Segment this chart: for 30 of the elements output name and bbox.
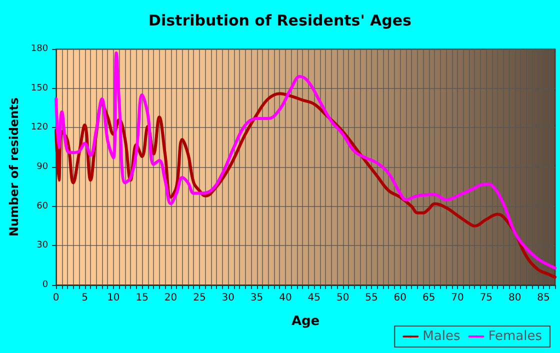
y-tick-label: 90 bbox=[36, 162, 48, 172]
y-tick-label: 120 bbox=[30, 122, 48, 133]
x-tick-label: 55 bbox=[365, 292, 378, 304]
x-tick-label: 20 bbox=[164, 292, 178, 304]
x-tick-label: 15 bbox=[136, 292, 148, 304]
legend-label: Females bbox=[488, 329, 542, 344]
y-tick-label: 0 bbox=[42, 280, 48, 290]
chart-title: Distribution of Residents' Ages bbox=[148, 12, 412, 30]
x-tick-label: 65 bbox=[422, 292, 436, 304]
x-tick-label: 5 bbox=[82, 292, 88, 304]
x-tick-label: 35 bbox=[250, 292, 264, 304]
x-tick-label: 85 bbox=[537, 292, 550, 304]
x-tick-label: 50 bbox=[336, 292, 350, 304]
y-axis-title: Number of residents bbox=[7, 97, 21, 237]
x-tick-label: 10 bbox=[107, 292, 120, 304]
y-tick-label: 150 bbox=[30, 83, 48, 94]
x-tick-label: 75 bbox=[480, 292, 493, 304]
x-tick-label: 60 bbox=[394, 292, 407, 304]
y-tick-label: 30 bbox=[36, 240, 48, 251]
x-tick-label: 70 bbox=[451, 292, 464, 304]
x-tick-label: 0 bbox=[52, 292, 60, 304]
x-axis-title: Age bbox=[291, 314, 320, 329]
y-tick-label: 60 bbox=[36, 201, 48, 212]
x-tick-label: 30 bbox=[222, 292, 234, 304]
legend-label: Males bbox=[422, 329, 460, 344]
x-tick-label: 45 bbox=[308, 292, 321, 304]
x-tick-label: 40 bbox=[279, 292, 292, 304]
y-tick-label: 180 bbox=[30, 44, 48, 54]
x-tick-label: 25 bbox=[193, 292, 206, 304]
x-tick-label: 80 bbox=[508, 292, 522, 304]
